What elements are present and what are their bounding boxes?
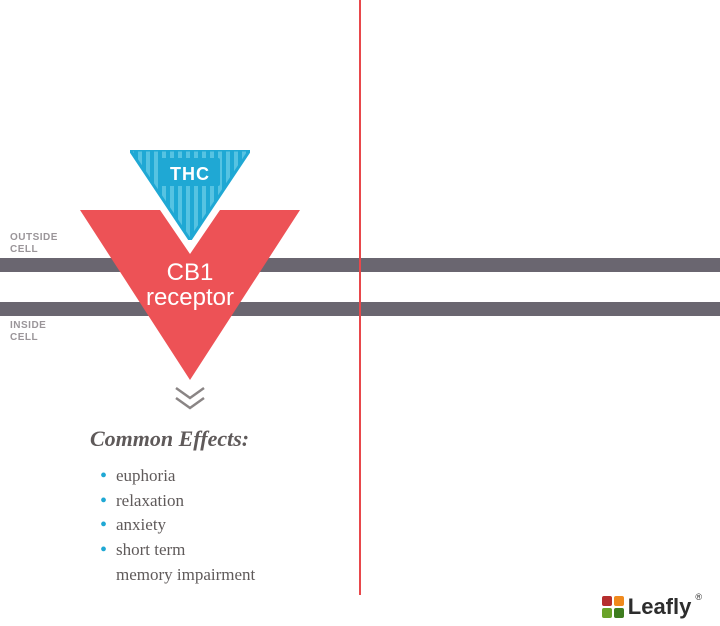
thc-label: THC xyxy=(130,164,250,185)
leafly-logo: Leafly ® xyxy=(602,594,702,620)
effects-left: Common Effects: euphoria relaxation anxi… xyxy=(90,426,370,587)
outside-cell-label: OUTSIDECELL xyxy=(10,232,58,256)
list-item: relaxation xyxy=(100,489,370,514)
list-item: anxiety xyxy=(100,513,370,538)
center-divider xyxy=(359,0,361,595)
leafly-logo-text: Leafly xyxy=(628,594,692,620)
outside-cell-text: OUTSIDECELL xyxy=(10,232,58,255)
effects-list-left: euphoria relaxation anxiety short termme… xyxy=(90,464,370,587)
effects-title-left: Common Effects: xyxy=(90,426,370,452)
leafly-logo-icon xyxy=(602,596,624,618)
list-item: short termmemory impairment xyxy=(100,538,370,587)
inside-cell-label: INSIDECELL xyxy=(10,320,46,344)
list-item: euphoria xyxy=(100,464,370,489)
down-chevrons-left xyxy=(172,386,208,416)
registered-mark: ® xyxy=(695,592,702,602)
inside-cell-text: INSIDECELL xyxy=(10,320,46,343)
thc-molecule-bound: THC xyxy=(130,150,250,240)
